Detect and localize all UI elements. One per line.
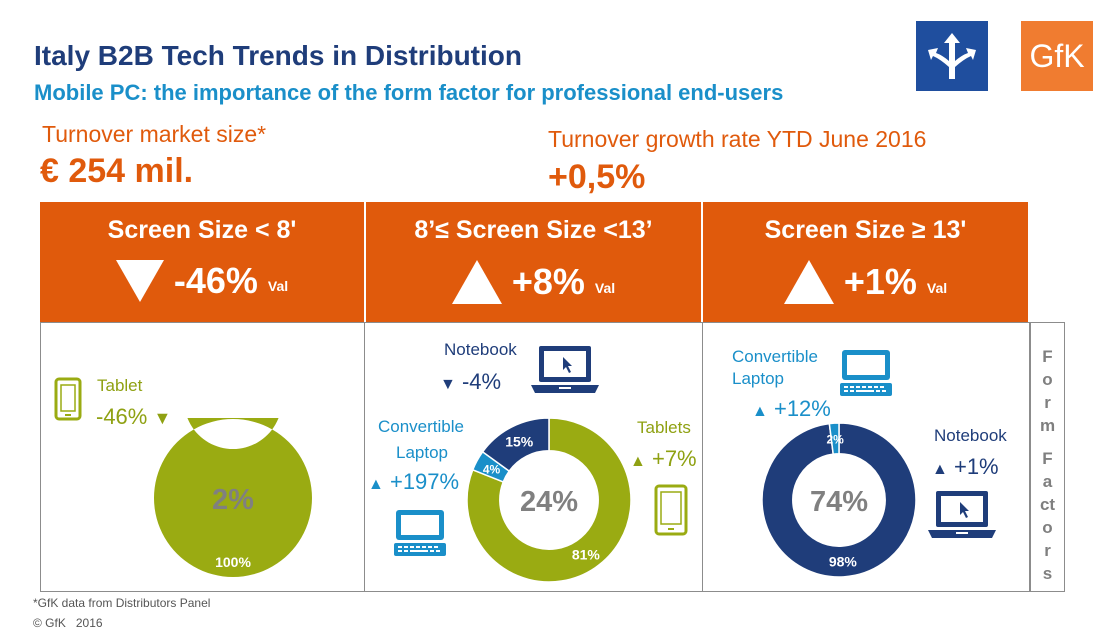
- segment-change-row: +1% Val: [703, 260, 1028, 304]
- donut-center-label: 24%: [520, 486, 578, 518]
- vertical-word-1: Form: [1039, 347, 1056, 435]
- triangle-up-icon: ▲: [932, 461, 948, 478]
- segment-header-large: Screen Size ≥ 13' +1% Val: [703, 202, 1028, 322]
- directions-arrows-icon: [928, 33, 976, 79]
- seg2-convertible-label-2: Laptop: [396, 443, 448, 462]
- triangle-down-icon: [115, 260, 164, 302]
- footer-copyright: © GfK 2016: [33, 616, 103, 630]
- gfk-logo: GfK: [1021, 21, 1093, 91]
- triangle-up-icon: [783, 260, 834, 304]
- seg2-tablets-change-value: +7%: [651, 446, 697, 471]
- seg3-convertible-label-1: Convertible: [732, 347, 818, 366]
- seg3-notebook-label: Notebook: [934, 426, 1007, 445]
- donut-chart-medium: 81% 4% 15% 24%: [466, 417, 632, 583]
- donut-slice: [828, 422, 840, 456]
- seg1-tablet-change: -46% ▼: [96, 404, 171, 430]
- segment-change: +8%: [511, 261, 585, 302]
- seg3-convertible-label-2: Laptop: [732, 369, 784, 388]
- segment-header-medium: 8’≤ Screen Size <13’ +8% Val: [366, 202, 701, 322]
- triangle-down-icon: ▼: [153, 408, 172, 428]
- market-size-label: Turnover market size*: [42, 121, 267, 147]
- segment-title: Screen Size ≥ 13': [764, 216, 967, 244]
- notebook-icon: [928, 491, 996, 538]
- donut-slice-label: 98%: [829, 553, 858, 569]
- convertible-laptop-icon: [394, 510, 446, 556]
- market-size-value: € 254 mil.: [40, 152, 194, 190]
- segment-title: Screen Size < 8': [107, 216, 297, 244]
- donut-center-label: 2%: [212, 484, 254, 516]
- directions-logo: [916, 21, 988, 91]
- seg3-notebook-change: ▲ +1%: [932, 454, 999, 480]
- seg2-tablets-label: Tablets: [637, 418, 691, 437]
- donut-center-label: 74%: [810, 486, 868, 518]
- seg2-convertible-change: ▲ +197%: [368, 469, 459, 495]
- seg3-notebook-change-value: +1%: [953, 454, 999, 479]
- segment-change: -46%: [173, 260, 258, 301]
- seg2-notebook-change-value: -4%: [461, 369, 502, 394]
- triangle-up-icon: ▲: [630, 453, 646, 470]
- gfk-logo-text: GfK: [1029, 37, 1085, 74]
- seg1-tablet-label: Tablet: [97, 376, 143, 395]
- donut-slice: [466, 417, 632, 583]
- segment-unit: Val: [267, 278, 289, 294]
- segment-unit: Val: [926, 280, 948, 296]
- seg1-tablet-change-value: -46%: [96, 404, 148, 429]
- donut-slice-label: 15%: [505, 434, 534, 450]
- seg3-convertible-change: ▲ +12%: [752, 396, 831, 422]
- footer-note: *GfK data from Distributors Panel: [33, 596, 211, 610]
- form-factors-label: Form Factors: [1030, 322, 1065, 592]
- seg2-tablets-change: ▲ +7%: [630, 446, 697, 472]
- donut-slice-label: 4%: [483, 462, 501, 476]
- triangle-up-icon: ▲: [368, 476, 384, 493]
- tablet-icon: [654, 484, 688, 536]
- triangle-up-icon: ▲: [752, 403, 768, 420]
- convertible-laptop-icon: [840, 350, 892, 396]
- donut-slice: [761, 422, 917, 578]
- segment-change: +1%: [843, 261, 917, 302]
- triangle-up-icon: [451, 260, 502, 304]
- tablet-icon: [54, 377, 82, 421]
- segment-title: 8’≤ Screen Size <13’: [414, 216, 653, 244]
- page-subtitle: Mobile PC: the importance of the form fa…: [34, 80, 784, 105]
- seg2-notebook-change: ▼ -4%: [440, 369, 501, 395]
- donut-chart-large: 98% 2% 74%: [761, 422, 917, 578]
- donut-slice: [481, 417, 550, 473]
- segment-panel-large: [702, 322, 1030, 592]
- triangle-down-icon: ▼: [440, 376, 456, 393]
- donut-slice-label: 100%: [215, 554, 251, 570]
- notebook-icon: [531, 346, 599, 393]
- seg3-convertible-change-value: +12%: [773, 396, 831, 421]
- seg2-convertible-change-value: +197%: [389, 469, 460, 494]
- growth-label: Turnover growth rate YTD June 2016: [548, 126, 927, 152]
- growth-value: +0,5%: [548, 158, 646, 196]
- donut-slice-label: 2%: [826, 433, 844, 447]
- segment-unit: Val: [594, 280, 616, 296]
- donut-slice-label: 81%: [572, 546, 601, 562]
- vertical-word-2: Factors: [1039, 449, 1056, 583]
- seg2-convertible-label-1: Convertible: [378, 417, 464, 436]
- segment-change-row: +8% Val: [366, 260, 701, 304]
- form-factors-text: Form Factors: [1031, 345, 1064, 585]
- page-title: Italy B2B Tech Trends in Distribution: [34, 40, 522, 71]
- donut-chart-small: 100% 2%: [153, 418, 312, 577]
- donut-slice: [153, 418, 312, 577]
- seg2-notebook-label: Notebook: [444, 340, 517, 359]
- segment-header-small: Screen Size < 8' -46% Val: [40, 202, 364, 322]
- segment-change-row: -46% Val: [40, 260, 364, 302]
